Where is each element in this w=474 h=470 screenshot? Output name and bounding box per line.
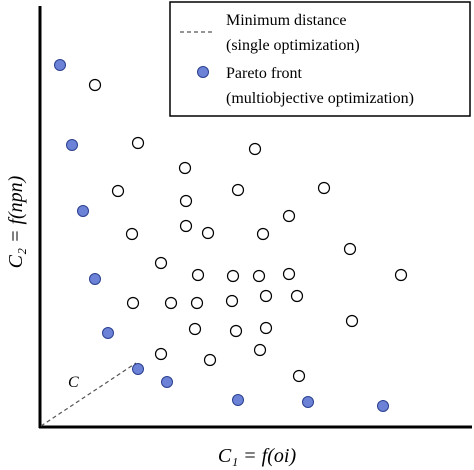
solution-point [179, 219, 193, 233]
solution-point [229, 324, 243, 338]
pareto-point [232, 394, 244, 406]
solution-point [179, 194, 193, 208]
legend-box [169, 1, 471, 117]
solution-point [164, 296, 178, 310]
legend-pareto-line2: (multiobjective optimization) [226, 90, 414, 107]
solution-point [178, 161, 192, 175]
solution-point [126, 296, 140, 310]
legend-min-distance-line2: (single optimization) [226, 37, 360, 54]
solution-point [248, 142, 262, 156]
solution-point [345, 314, 359, 328]
solution-point [125, 227, 139, 241]
pareto-point [54, 59, 66, 71]
legend: Minimum distance (single optimization) P… [169, 1, 471, 117]
solution-point [256, 227, 270, 241]
x-axis-label: C₁ = f(oi) [218, 445, 297, 467]
points-layer [54, 59, 408, 412]
solution-point [343, 242, 357, 256]
pareto-point [377, 400, 389, 412]
minimum-distance-line [40, 362, 137, 427]
solution-point [190, 296, 204, 310]
solution-point [259, 321, 273, 335]
solution-point [290, 289, 304, 303]
solution-point [188, 322, 202, 336]
pareto-point [77, 205, 89, 217]
solution-point [253, 343, 267, 357]
pareto-point [161, 376, 173, 388]
solution-point [111, 184, 125, 198]
pareto-point [132, 363, 144, 375]
solution-point [131, 136, 145, 150]
solution-point [201, 226, 215, 240]
legend-pareto-line1: Pareto front [226, 65, 303, 82]
solution-point [231, 183, 245, 197]
solution-point [317, 181, 331, 195]
solution-point [203, 353, 217, 367]
solution-point [292, 369, 306, 383]
solution-point [394, 268, 408, 282]
solution-point [88, 78, 102, 92]
pareto-point [302, 396, 314, 408]
pareto-point [66, 139, 78, 151]
solution-point [154, 256, 168, 270]
solution-point [282, 267, 296, 281]
solution-point [154, 347, 168, 361]
pareto-point [102, 327, 114, 339]
solution-point [282, 209, 296, 223]
distance-label: C [68, 374, 79, 391]
pareto-point [89, 273, 101, 285]
legend-min-distance-line1: Minimum distance [226, 12, 346, 29]
solution-point [191, 268, 205, 282]
y-axis-label: C₂ = f(npn) [5, 175, 27, 268]
legend-pareto-marker-icon [197, 66, 209, 78]
solution-point [259, 289, 273, 303]
solution-point [252, 269, 266, 283]
solution-point [225, 294, 239, 308]
solution-point [226, 269, 240, 283]
